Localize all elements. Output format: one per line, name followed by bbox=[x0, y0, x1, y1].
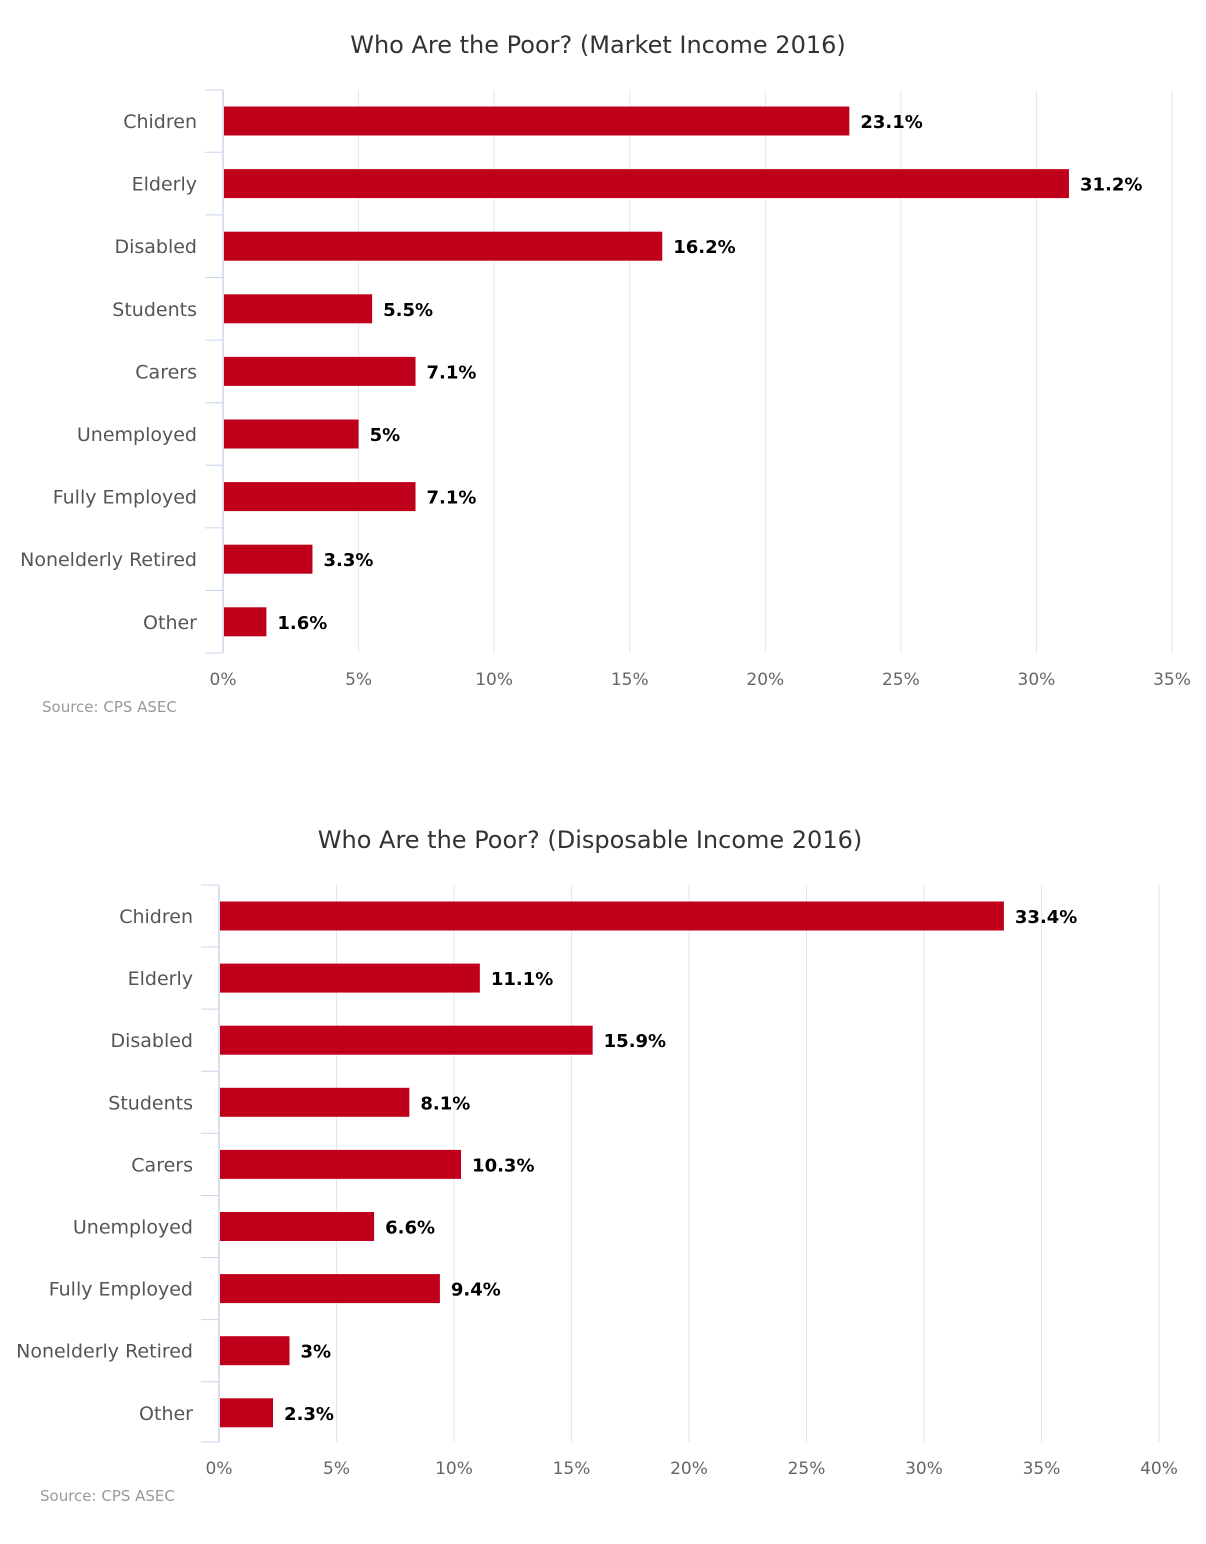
category-label: Nonelderly Retired bbox=[20, 549, 197, 571]
bar bbox=[220, 963, 480, 993]
category-label: Chidren bbox=[123, 111, 197, 133]
bar bbox=[224, 607, 267, 637]
bar bbox=[220, 1398, 274, 1428]
bar bbox=[220, 901, 1004, 931]
data-label: 5% bbox=[370, 425, 401, 446]
x-tick-label: 15% bbox=[553, 1459, 591, 1479]
bar bbox=[224, 106, 850, 136]
data-label: 11.1% bbox=[491, 969, 553, 990]
category-label: Students bbox=[112, 299, 197, 321]
x-tick-label: 35% bbox=[1023, 1459, 1061, 1479]
bar bbox=[224, 544, 313, 574]
x-tick-label: 30% bbox=[905, 1459, 943, 1479]
data-label: 9.4% bbox=[451, 1280, 501, 1301]
market-income-chart-svg: Who Are the Poor? (Market Income 2016) 0%… bbox=[20, 31, 1191, 716]
category-label: Carers bbox=[131, 1154, 193, 1176]
x-tick-label: 15% bbox=[611, 670, 649, 690]
data-label: 1.6% bbox=[277, 613, 327, 634]
category-label: Unemployed bbox=[73, 1217, 193, 1239]
category-label: Other bbox=[139, 1403, 193, 1425]
data-label: 5.5% bbox=[383, 300, 433, 321]
x-tick-label: 0% bbox=[210, 670, 237, 690]
data-label: 2.3% bbox=[284, 1404, 334, 1425]
market-income-chart: Who Are the Poor? (Market Income 2016) 0%… bbox=[0, 0, 1206, 760]
category-label: Disabled bbox=[114, 236, 197, 258]
data-label: 23.1% bbox=[860, 112, 922, 133]
x-tick-label: 25% bbox=[882, 670, 920, 690]
category-label: Elderly bbox=[128, 968, 193, 990]
bar bbox=[224, 356, 416, 386]
category-label: Disabled bbox=[110, 1030, 193, 1052]
x-tick-label: 35% bbox=[1153, 670, 1191, 690]
bar bbox=[220, 1025, 593, 1055]
bar bbox=[224, 231, 663, 261]
data-label: 16.2% bbox=[673, 237, 735, 258]
bar bbox=[220, 1212, 375, 1241]
category-label: Carers bbox=[135, 361, 197, 383]
bar bbox=[220, 1087, 410, 1117]
bar bbox=[220, 1336, 290, 1366]
bar bbox=[220, 1149, 462, 1179]
source-label: Source: CPS ASEC bbox=[40, 1487, 175, 1505]
category-label: Unemployed bbox=[77, 424, 197, 446]
category-label: Fully Employed bbox=[53, 487, 197, 509]
data-label: 3.3% bbox=[323, 550, 373, 571]
data-label: 6.6% bbox=[385, 1218, 435, 1239]
category-label: Other bbox=[143, 612, 197, 634]
data-label: 7.1% bbox=[427, 362, 477, 383]
x-tick-label: 20% bbox=[746, 670, 784, 690]
data-label: 10.3% bbox=[472, 1155, 534, 1176]
data-label: 8.1% bbox=[420, 1093, 470, 1114]
bar bbox=[224, 169, 1069, 199]
x-tick-label: 30% bbox=[1018, 670, 1056, 690]
chart-title: Who Are the Poor? (Disposable Income 201… bbox=[318, 826, 862, 854]
category-label: Elderly bbox=[132, 174, 197, 196]
x-tick-label: 25% bbox=[788, 1459, 826, 1479]
bar bbox=[224, 419, 359, 449]
x-tick-label: 10% bbox=[435, 1459, 473, 1479]
chart-title: Who Are the Poor? (Market Income 2016) bbox=[350, 31, 846, 59]
x-tick-label: 10% bbox=[475, 670, 513, 690]
x-tick-label: 20% bbox=[670, 1459, 708, 1479]
category-label: Fully Employed bbox=[49, 1279, 193, 1301]
data-label: 33.4% bbox=[1015, 907, 1077, 928]
bar bbox=[220, 1274, 440, 1304]
source-label: Source: CPS ASEC bbox=[42, 698, 177, 716]
x-tick-label: 5% bbox=[323, 1459, 350, 1479]
category-label: Students bbox=[108, 1092, 193, 1114]
bar bbox=[224, 294, 373, 324]
data-label: 31.2% bbox=[1080, 175, 1142, 196]
data-label: 7.1% bbox=[427, 488, 477, 509]
data-label: 15.9% bbox=[604, 1031, 666, 1052]
category-label: Nonelderly Retired bbox=[16, 1341, 193, 1363]
data-label: 3% bbox=[301, 1342, 332, 1363]
x-tick-label: 0% bbox=[206, 1459, 233, 1479]
x-tick-label: 40% bbox=[1140, 1459, 1178, 1479]
x-tick-label: 5% bbox=[345, 670, 372, 690]
disposable-income-chart-svg: Who Are the Poor? (Disposable Income 201… bbox=[16, 826, 1178, 1505]
category-label: Chidren bbox=[119, 906, 193, 928]
disposable-income-chart: Who Are the Poor? (Disposable Income 201… bbox=[0, 795, 1206, 1544]
bar bbox=[224, 482, 416, 512]
